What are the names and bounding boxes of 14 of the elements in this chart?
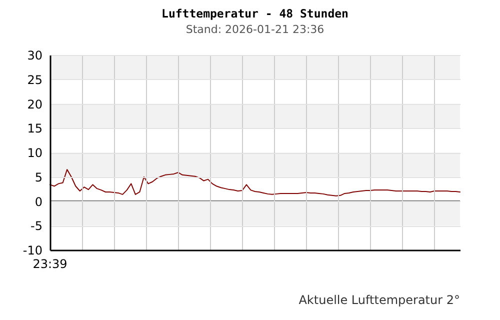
- chart-title: Lufttemperatur - 48 Stunden: [162, 6, 349, 20]
- y-tick-label: 5: [34, 170, 42, 184]
- y-tick-label: 0: [34, 194, 42, 209]
- y-tick-label: -5: [30, 219, 42, 234]
- line-series: [50, 169, 460, 196]
- y-tick-label: 30: [27, 48, 42, 62]
- text: 23:39: [32, 257, 68, 271]
- y-tick-label: 25: [27, 72, 42, 87]
- y-tick-label: 15: [27, 122, 42, 136]
- y-tick-label: 10: [27, 146, 42, 160]
- y-tick-label: -10: [22, 244, 42, 258]
- chart-subtitle: Stand: 2026-01-21 23:36: [186, 23, 324, 36]
- text: Aktuelle Lufttemperatur 2°: [298, 293, 460, 307]
- y-tick-label: 20: [27, 97, 42, 112]
